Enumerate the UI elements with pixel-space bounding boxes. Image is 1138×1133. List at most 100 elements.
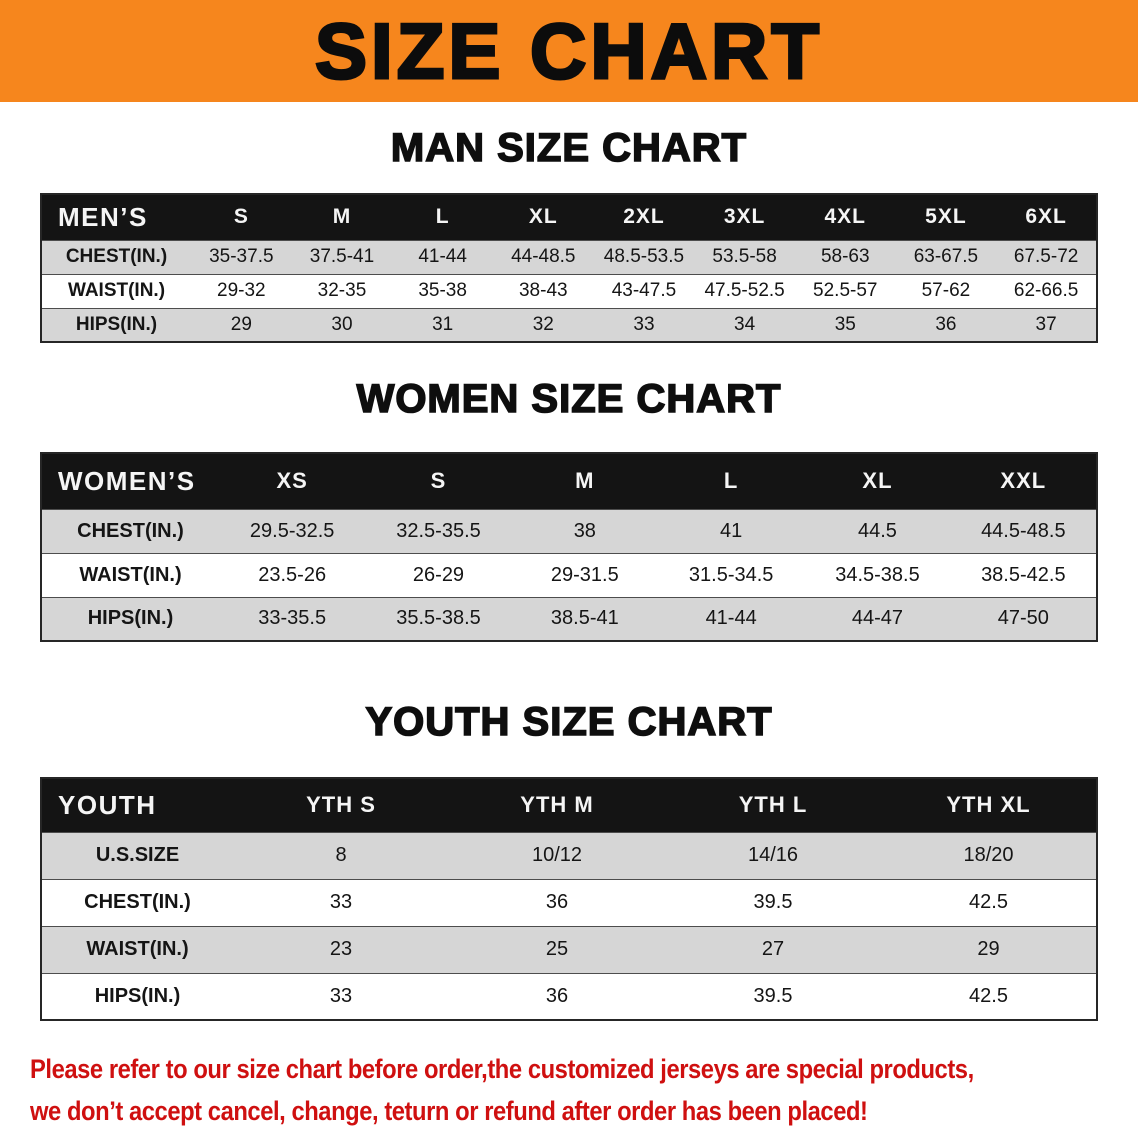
youth-section-heading: YOUTH SIZE CHART bbox=[365, 699, 773, 745]
youth-size-table: YOUTH YTH S YTH M YTH L YTH XL U.S.SIZE … bbox=[40, 777, 1098, 1021]
size-cell: 32 bbox=[532, 313, 554, 335]
women-size-table: WOMEN’S XS S M L XL XXL CHEST(IN.) 29.5-… bbox=[40, 452, 1098, 642]
size-col-header: 5XL bbox=[925, 205, 967, 229]
size-cell: 63-67.5 bbox=[913, 246, 979, 267]
men-header-row: MEN’S S M L XL 2XL 3XL 4XL 5XL 6XL bbox=[41, 194, 1097, 240]
size-cell: 35 bbox=[834, 313, 856, 335]
size-cell: 38.5-42.5 bbox=[981, 563, 1066, 586]
women-header-row: WOMEN’S XS S M L XL XXL bbox=[41, 453, 1097, 509]
size-cell: 26-29 bbox=[412, 563, 465, 586]
size-cell: 36 bbox=[935, 313, 957, 335]
table-row: HIPS(IN.) 29 30 31 32 33 34 35 36 37 bbox=[41, 308, 1097, 342]
size-cell: 62-66.5 bbox=[1013, 280, 1079, 301]
men-size-table: MEN’S S M L XL 2XL 3XL 4XL 5XL 6XL CHEST… bbox=[40, 193, 1098, 343]
size-col-header: 3XL bbox=[723, 205, 766, 229]
size-cell: 43-47.5 bbox=[611, 280, 677, 301]
size-cell: 33-35.5 bbox=[258, 607, 327, 630]
table-row: CHEST(IN.) 29.5-32.5 32.5-35.5 38 41 44.… bbox=[41, 509, 1097, 553]
size-col-header: M bbox=[575, 468, 595, 494]
size-cell: 42.5 bbox=[969, 984, 1008, 1007]
size-col-header: L bbox=[723, 468, 739, 494]
size-col-header: 4XL bbox=[824, 205, 867, 229]
table-row: WAIST(IN.) 23.5-26 26-29 29-31.5 31.5-34… bbox=[41, 553, 1097, 597]
size-cell: 23 bbox=[329, 938, 353, 960]
size-cell: 29 bbox=[977, 938, 1000, 960]
size-cell: 37 bbox=[1035, 313, 1057, 335]
size-cell: 41-44 bbox=[705, 607, 757, 630]
men-table-corner: MEN’S bbox=[58, 201, 148, 232]
size-col-header: M bbox=[332, 205, 352, 229]
size-cell: 31.5-34.5 bbox=[688, 563, 774, 586]
table-row: HIPS(IN.) 33-35.5 35.5-38.5 38.5-41 41-4… bbox=[41, 597, 1097, 641]
table-row: CHEST(IN.) 33 36 39.5 42.5 bbox=[41, 879, 1097, 926]
size-cell: 58-63 bbox=[820, 246, 870, 267]
size-cell: 29 bbox=[230, 313, 252, 335]
size-cell: 29-31.5 bbox=[550, 563, 619, 586]
size-cell: 57-62 bbox=[921, 280, 971, 301]
size-cell: 37.5-41 bbox=[309, 246, 375, 267]
size-cell: 33 bbox=[329, 984, 353, 1007]
size-col-header: YTH S bbox=[306, 792, 376, 818]
size-col-header: S bbox=[430, 468, 447, 494]
size-cell: 35.5-38.5 bbox=[396, 607, 481, 630]
row-label: HIPS(IN.) bbox=[94, 984, 181, 1007]
row-label: CHEST(IN.) bbox=[77, 519, 184, 542]
size-cell: 33 bbox=[633, 313, 655, 335]
size-cell: 29.5-32.5 bbox=[249, 519, 335, 542]
size-cell: 34.5-38.5 bbox=[835, 563, 920, 586]
size-cell: 32-35 bbox=[317, 280, 367, 301]
size-cell: 33 bbox=[329, 891, 353, 913]
table-row: WAIST(IN.) 23 25 27 29 bbox=[41, 926, 1097, 973]
row-label: WAIST(IN.) bbox=[67, 280, 166, 301]
women-section-heading: WOMEN SIZE CHART bbox=[356, 376, 782, 422]
row-label: WAIST(IN.) bbox=[86, 938, 189, 960]
men-size-section: MAN SIZE CHART MEN’S S M L XL 2XL 3XL 4X… bbox=[0, 125, 1138, 343]
disclaimer-line-1: Please refer to our size chart before or… bbox=[30, 1054, 974, 1084]
youth-table-corner: YOUTH bbox=[58, 789, 157, 820]
size-cell: 39.5 bbox=[753, 984, 793, 1007]
youth-header-row: YOUTH YTH S YTH M YTH L YTH XL bbox=[41, 778, 1097, 832]
size-cell: 42.5 bbox=[969, 891, 1008, 913]
size-col-header: S bbox=[233, 205, 249, 229]
size-cell: 36 bbox=[545, 984, 569, 1007]
youth-size-section: YOUTH SIZE CHART YOUTH YTH S YTH M YTH L… bbox=[0, 699, 1138, 1021]
size-col-header: XXL bbox=[1000, 468, 1047, 494]
banner: SIZE CHART bbox=[0, 0, 1138, 102]
size-cell: 44.5 bbox=[858, 519, 897, 542]
size-col-header: YTH XL bbox=[946, 792, 1031, 818]
size-cell: 52.5-57 bbox=[813, 280, 878, 301]
men-section-heading: MAN SIZE CHART bbox=[390, 125, 748, 171]
table-row: HIPS(IN.) 33 36 39.5 42.5 bbox=[41, 973, 1097, 1020]
size-col-header: YTH L bbox=[738, 792, 808, 818]
size-cell: 48.5-53.5 bbox=[603, 246, 685, 267]
size-col-header: XL bbox=[528, 205, 558, 229]
size-cell: 41-44 bbox=[418, 246, 467, 267]
size-cell: 14/16 bbox=[747, 844, 799, 866]
disclaimer: Please refer to our size chart before or… bbox=[0, 1049, 1138, 1133]
women-table-corner: WOMEN’S bbox=[58, 465, 196, 496]
size-cell: 25 bbox=[545, 938, 569, 960]
size-cell: 53.5-58 bbox=[712, 246, 777, 267]
size-col-header: YTH M bbox=[520, 792, 594, 818]
size-col-header: XL bbox=[862, 468, 893, 494]
size-cell: 39.5 bbox=[753, 891, 793, 913]
size-cell: 36 bbox=[545, 891, 569, 913]
size-cell: 44-47 bbox=[851, 607, 904, 630]
size-cell: 67.5-72 bbox=[1013, 246, 1079, 267]
size-cell: 38.5-41 bbox=[550, 607, 619, 630]
row-label: WAIST(IN.) bbox=[79, 563, 182, 586]
size-cell: 32.5-35.5 bbox=[396, 519, 481, 542]
table-row: WAIST(IN.) 29-32 32-35 35-38 38-43 43-47… bbox=[41, 274, 1097, 308]
size-col-header: XS bbox=[276, 468, 308, 494]
size-cell: 31 bbox=[432, 313, 454, 335]
row-label: CHEST(IN.) bbox=[84, 891, 191, 913]
size-cell: 38 bbox=[573, 519, 596, 542]
table-row: CHEST(IN.) 35-37.5 37.5-41 41-44 44-48.5… bbox=[41, 240, 1097, 274]
size-cell: 34 bbox=[734, 313, 756, 335]
row-label: HIPS(IN.) bbox=[87, 607, 174, 630]
size-cell: 47.5-52.5 bbox=[704, 280, 785, 301]
row-label: U.S.SIZE bbox=[95, 844, 180, 866]
size-col-header: 2XL bbox=[623, 205, 665, 229]
size-col-header: L bbox=[435, 205, 450, 229]
